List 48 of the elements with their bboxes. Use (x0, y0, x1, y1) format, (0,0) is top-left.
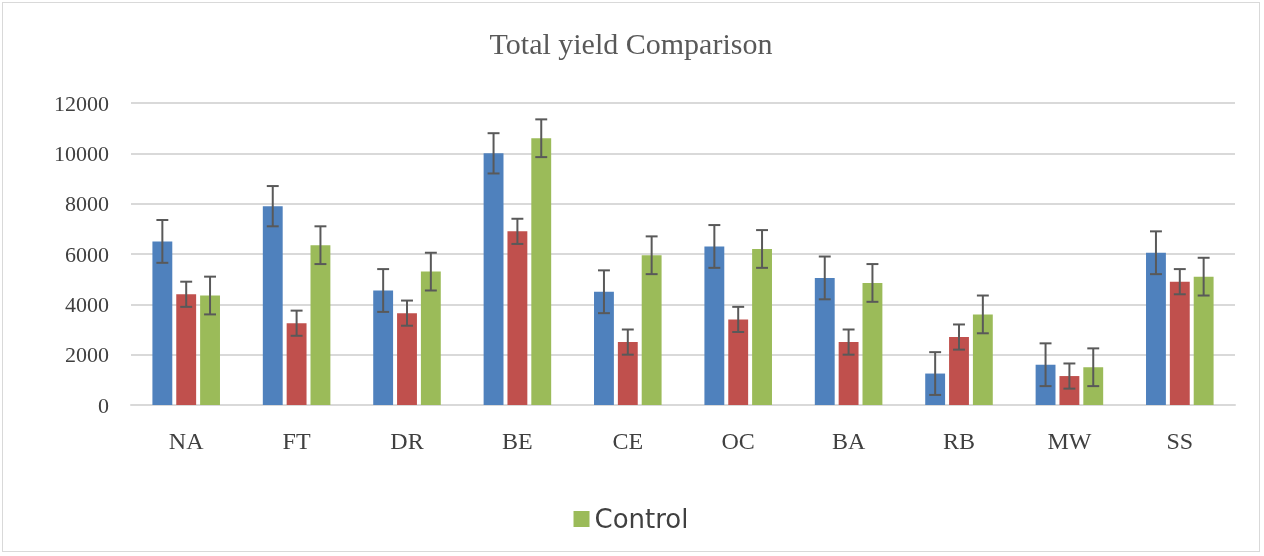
y-tick-label: 12000 (54, 90, 109, 116)
bar (704, 246, 725, 405)
chart-title: Total yield Comparison (489, 26, 773, 60)
bar (397, 313, 417, 405)
y-tick-label: 10000 (54, 140, 109, 166)
y-tick-label: 2000 (65, 342, 109, 368)
y-tick-label: 6000 (65, 241, 109, 267)
bar (1146, 252, 1166, 405)
x-tick-label: OC (721, 428, 755, 454)
bar (1083, 367, 1104, 405)
bar (200, 295, 220, 405)
bar (641, 255, 662, 405)
bar (1059, 376, 1080, 405)
x-tick-label: BA (831, 428, 866, 454)
bar (1169, 281, 1190, 405)
bar (728, 319, 749, 405)
bar (594, 291, 614, 405)
bar (531, 138, 552, 405)
x-tick-label: FT (282, 428, 311, 454)
x-tick-label: MW (1047, 428, 1092, 454)
y-tick-label: 0 (98, 392, 109, 418)
bar (814, 277, 835, 405)
bar (617, 342, 638, 405)
bar (949, 337, 969, 405)
bar (752, 248, 772, 405)
x-tick-label: SS (1166, 428, 1194, 454)
bar (310, 245, 331, 405)
bar (862, 282, 883, 405)
x-tick-label: CE (612, 428, 644, 454)
bar (152, 241, 173, 405)
bar (176, 294, 197, 405)
y-tick-label: 8000 (65, 191, 109, 217)
x-tick-label: BE (502, 428, 533, 454)
bar (373, 290, 394, 405)
legend-label: Control (594, 504, 689, 534)
bar (286, 323, 307, 405)
bar (507, 231, 528, 405)
bar (420, 271, 441, 405)
x-tick-label: DR (390, 428, 424, 454)
x-tick-label: RB (942, 428, 976, 454)
bar (1193, 276, 1214, 405)
bar (1035, 364, 1056, 405)
bar (972, 314, 993, 405)
x-tick-label: NA (168, 428, 205, 454)
bar (483, 153, 504, 405)
bar (262, 206, 283, 405)
bar (838, 342, 859, 405)
y-tick-label: 4000 (65, 291, 109, 317)
